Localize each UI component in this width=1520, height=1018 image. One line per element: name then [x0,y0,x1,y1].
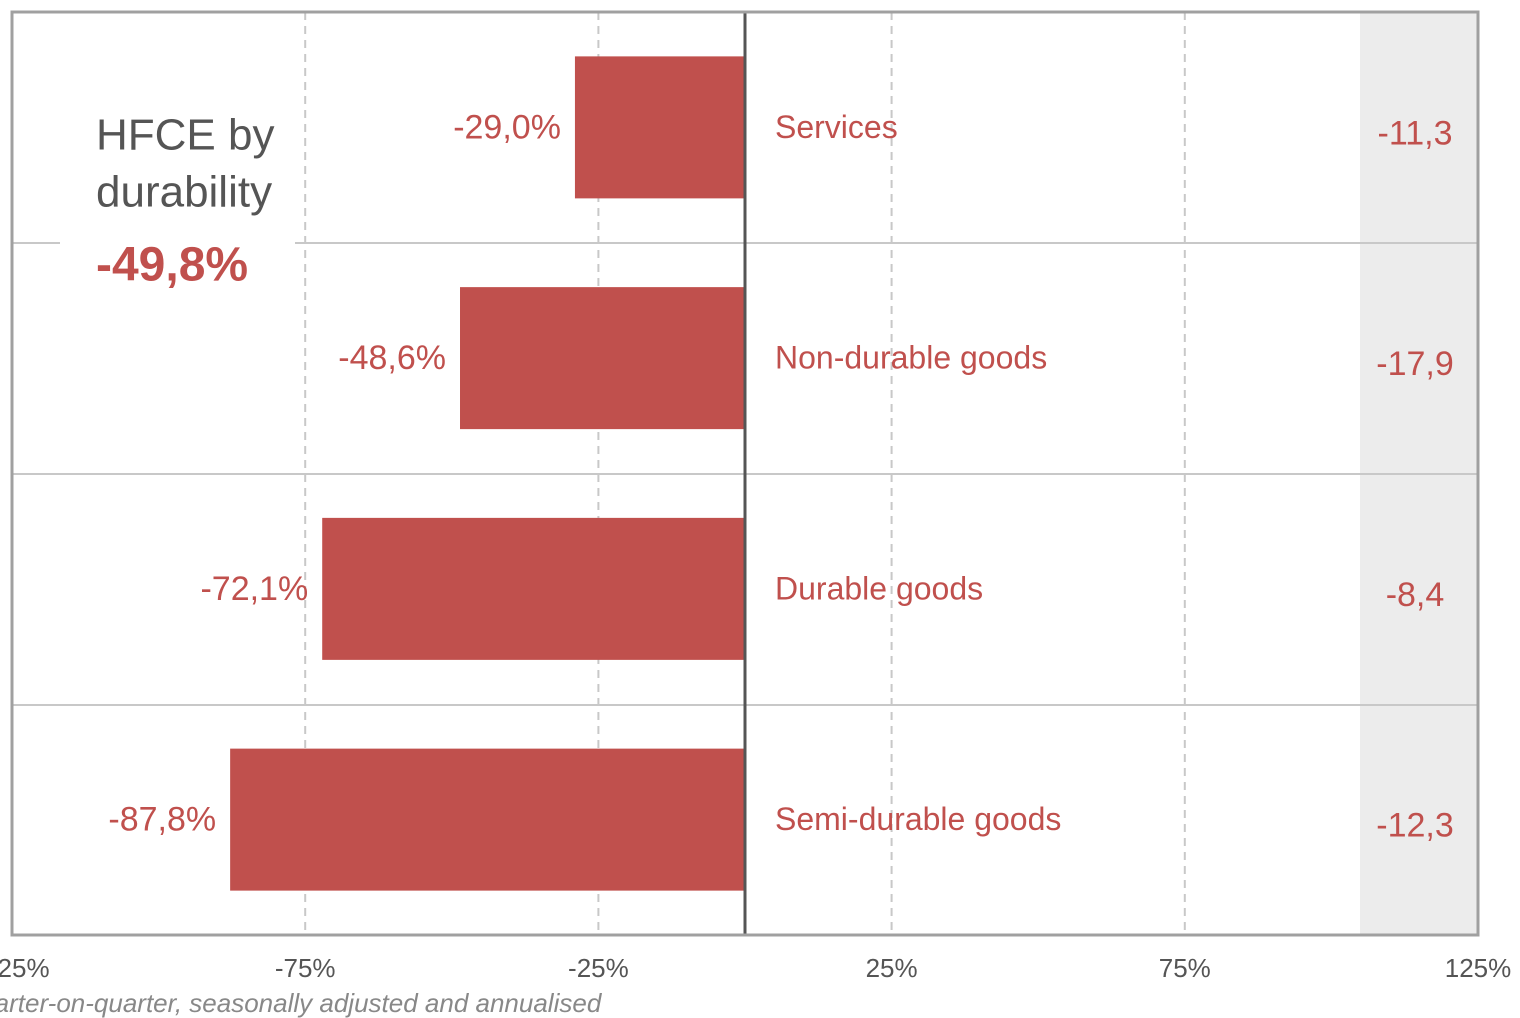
plot-border [10,10,1480,937]
x-tick-label: 125% [1445,953,1512,983]
title-line: durability [96,168,272,217]
side-value: -8,4 [1386,576,1445,614]
bar [460,287,745,430]
value-label: -87,8% [108,801,216,839]
x-tick-label: 25% [866,953,918,983]
marks: -29,0% Services -11,3 -48,6% Non-durable goo… [108,12,1454,935]
x-tick-label: -75% [275,953,336,983]
title-box [60,95,295,300]
note: Quarter-on-quarter, seasonally adjusted … [0,988,603,1018]
x-tick-label: -25% [568,953,629,983]
value-label: -29,0% [453,108,561,146]
side-value: -12,3 [1376,807,1454,845]
value-label: -72,1% [200,570,308,608]
value-label: -48,6% [338,339,446,377]
title-line: HFCE by [96,111,274,160]
side-value: -11,3 [1378,114,1453,152]
bar [574,56,745,199]
category-label: Services [775,109,898,145]
side-value: -17,9 [1376,345,1454,383]
bar [322,517,745,660]
category-label: Durable goods [775,570,983,606]
category-label: Semi-durable goods [775,801,1061,837]
x-tick-label: -125% [0,953,50,983]
bar [230,748,745,891]
headline: -49,8% [96,239,248,292]
x-tick-label: 75% [1159,953,1211,983]
category-label: Non-durable goods [775,340,1047,376]
